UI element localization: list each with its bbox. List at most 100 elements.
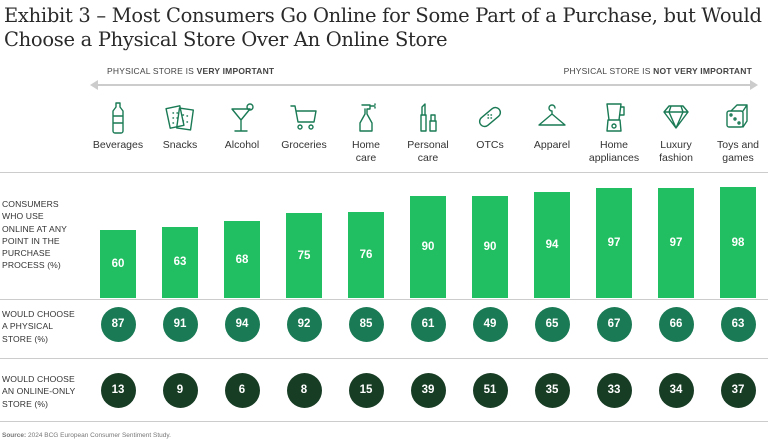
- category-label: Toys and games: [707, 139, 768, 165]
- blender-icon: [599, 100, 629, 134]
- circle-online-only-store: 51: [472, 372, 508, 408]
- bar-value-label: 75: [297, 249, 311, 262]
- circle-value-label: 9: [176, 384, 184, 396]
- category-label-line: games: [722, 152, 754, 164]
- circle-online-only-store: 34: [658, 372, 694, 408]
- circle-value-label: 65: [545, 318, 559, 330]
- row-label-line: PROCESS (%): [2, 260, 61, 271]
- bar-value-label: 76: [359, 249, 373, 262]
- category-label-line: Home: [351, 139, 380, 151]
- category-label-line: OTCs: [476, 139, 504, 151]
- bar-online-use: 75: [286, 213, 322, 298]
- circle-value-label: 34: [669, 384, 683, 396]
- hanger-icon: [537, 100, 567, 134]
- legend-very-important: PHYSICAL STORE IS VERY IMPORTANT: [107, 66, 275, 76]
- category-label-line: care: [355, 152, 377, 164]
- category-label: Beverages: [87, 139, 149, 152]
- category-label-line: Alcohol: [224, 139, 260, 151]
- category-label-line: Toys and: [716, 139, 760, 151]
- bar-online-use: 76: [348, 212, 384, 298]
- bar-online-use: 97: [658, 188, 694, 298]
- category-label: Apparel: [521, 139, 583, 152]
- category-label: Groceries: [273, 139, 335, 152]
- circle-value-label: 87: [111, 318, 125, 330]
- bar-value-label: 97: [607, 237, 621, 250]
- importance-arrow: [90, 80, 758, 90]
- circle-physical-store: 63: [720, 306, 756, 342]
- bar-online-use: 90: [472, 196, 508, 298]
- cart-icon: [289, 100, 319, 134]
- category-label: Snacks: [149, 139, 211, 152]
- row-label-line: CONSUMERS: [2, 199, 59, 209]
- bottle-icon: [103, 100, 133, 134]
- divider: [0, 172, 768, 173]
- circle-value-label: 39: [421, 384, 435, 396]
- category-label-line: Groceries: [281, 139, 327, 151]
- circle-value-label: 92: [297, 318, 311, 330]
- circle-physical-store: 61: [410, 306, 446, 342]
- circle-online-only-store: 35: [534, 372, 570, 408]
- category-label-line: Luxury: [660, 139, 692, 151]
- bar-online-use: 63: [162, 226, 198, 298]
- category-label-line: Apparel: [533, 139, 571, 151]
- bar-online-use: 98: [720, 187, 756, 298]
- category-label: Alcohol: [211, 139, 273, 152]
- circle-online-only-store: 9: [162, 372, 198, 408]
- spray-bottle-icon: [351, 100, 381, 134]
- circle-value-label: 91: [173, 318, 187, 330]
- bar-online-use: 97: [596, 188, 632, 298]
- category-label: Luxury fashion: [645, 139, 707, 165]
- category-label-line: appliances: [588, 152, 640, 164]
- circle-value-label: 33: [607, 384, 621, 396]
- bar-value-label: 63: [173, 256, 187, 269]
- circle-value-label: 37: [731, 384, 745, 396]
- circle-online-only-store: 37: [720, 372, 756, 408]
- cocktail-icon: [227, 100, 257, 134]
- circle-physical-store: 92: [286, 306, 322, 342]
- row-label-online: CONSUMERS WHO USE ONLINE AT ANY POINT IN TH…: [2, 198, 67, 272]
- circle-value-label: 49: [483, 318, 497, 330]
- row-label-line: ONLINE AT ANY: [2, 223, 67, 234]
- circle-online-only-store: 13: [100, 372, 136, 408]
- circle-physical-store: 87: [100, 306, 136, 342]
- row-label-physical: WOULD CHOOSE A PHYSICAL STORE (%): [2, 308, 75, 345]
- row-label-line: POINT IN THE: [2, 235, 60, 246]
- source-note: Source: 2024 BCG European Consumer Senti…: [2, 432, 171, 439]
- bar-value-label: 90: [483, 241, 497, 254]
- circle-physical-store: 85: [348, 306, 384, 342]
- circle-online-only-store: 15: [348, 372, 384, 408]
- bar-online-use: 90: [410, 196, 446, 298]
- category-label-line: fashion: [659, 152, 693, 164]
- category-label: OTCs: [459, 139, 521, 152]
- category-label-line: Home: [599, 139, 628, 151]
- circle-physical-store: 65: [534, 306, 570, 342]
- circle-physical-store: 67: [596, 306, 632, 342]
- row-label-line: AN ONLINE-ONLY: [2, 386, 76, 397]
- bar-value-label: 60: [111, 258, 125, 271]
- circle-value-label: 66: [669, 318, 683, 330]
- diamond-icon: [661, 100, 691, 134]
- category-label: Home appliances: [583, 139, 645, 165]
- circle-physical-store: 49: [472, 306, 508, 342]
- circle-value-label: 8: [300, 384, 308, 396]
- bandage-icon: [475, 100, 505, 134]
- bar-online-use: 94: [534, 191, 570, 298]
- chart-title: Exhibit 3 – Most Consumers Go Online for…: [4, 4, 762, 51]
- circle-online-only-store: 33: [596, 372, 632, 408]
- row-label-line: WOULD CHOOSE: [2, 374, 75, 384]
- bar-online-use: 68: [224, 221, 260, 298]
- circle-value-label: 61: [421, 318, 435, 330]
- circle-physical-store: 91: [162, 306, 198, 342]
- circle-value-label: 85: [359, 318, 373, 330]
- category-label: Personal care: [397, 139, 459, 165]
- row-label-line: WHO USE: [2, 211, 44, 222]
- bar-value-label: 97: [669, 237, 683, 250]
- bar-value-label: 68: [235, 253, 249, 266]
- circle-physical-store: 66: [658, 306, 694, 342]
- circle-physical-store: 94: [224, 306, 260, 342]
- bar-value-label: 94: [545, 238, 559, 251]
- row-label-line: PURCHASE: [2, 248, 51, 259]
- category-label-line: Beverages: [92, 139, 144, 151]
- circle-value-label: 94: [235, 318, 249, 330]
- circle-value-label: 6: [238, 384, 246, 396]
